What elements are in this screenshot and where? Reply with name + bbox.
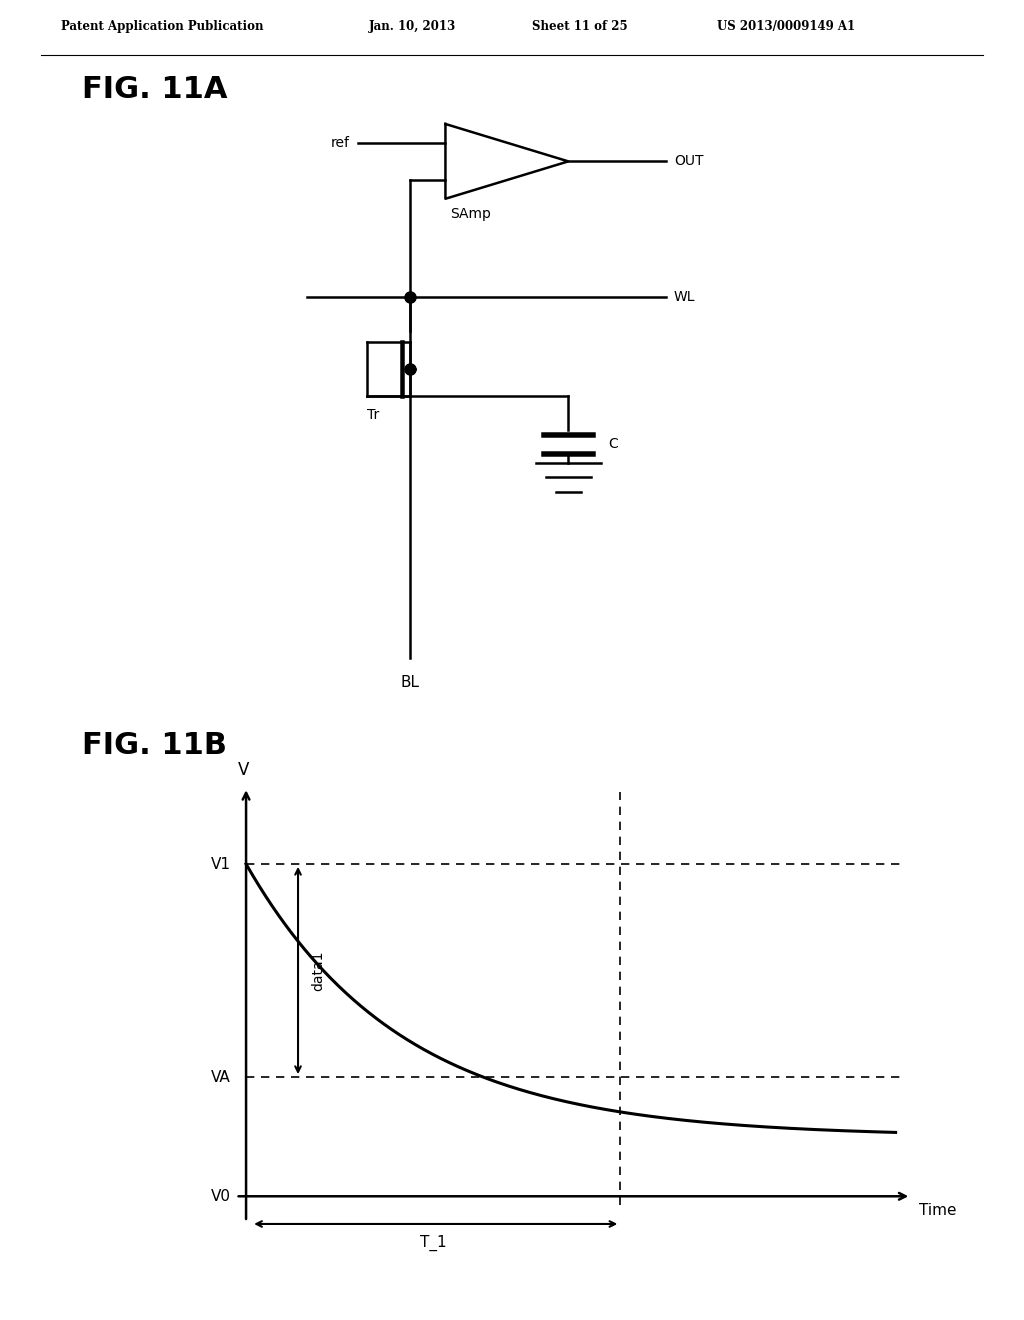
- Text: SAmp: SAmp: [451, 207, 492, 220]
- Text: FIG. 11B: FIG. 11B: [82, 731, 227, 760]
- Text: Sheet 11 of 25: Sheet 11 of 25: [532, 20, 628, 33]
- Text: Time: Time: [919, 1203, 956, 1217]
- Text: C: C: [608, 437, 618, 451]
- Text: WL: WL: [674, 290, 695, 305]
- Text: FIG. 11A: FIG. 11A: [82, 75, 227, 104]
- Text: Patent Application Publication: Patent Application Publication: [61, 20, 264, 33]
- Text: data1: data1: [311, 950, 325, 991]
- Text: V0: V0: [211, 1189, 230, 1204]
- Text: BL: BL: [400, 675, 419, 689]
- Text: US 2013/0009149 A1: US 2013/0009149 A1: [717, 20, 855, 33]
- Text: ref: ref: [331, 136, 350, 149]
- Text: V: V: [238, 760, 249, 779]
- Text: T_1: T_1: [420, 1234, 446, 1251]
- Text: V1: V1: [211, 857, 230, 871]
- Text: OUT: OUT: [674, 154, 703, 169]
- Text: Tr: Tr: [367, 408, 379, 422]
- Text: Jan. 10, 2013: Jan. 10, 2013: [369, 20, 456, 33]
- Text: VA: VA: [211, 1069, 230, 1085]
